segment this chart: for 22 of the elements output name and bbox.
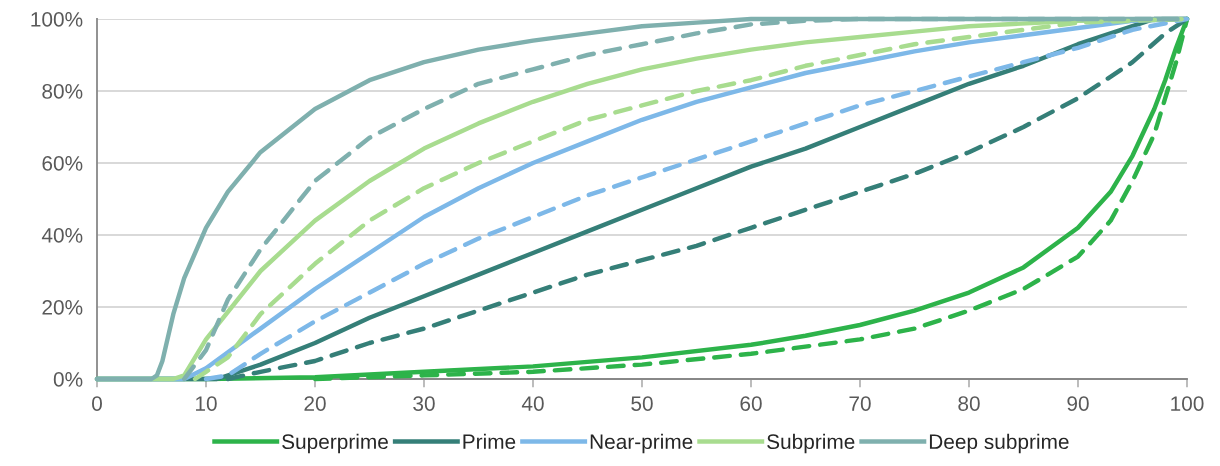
y-tick-label: 0% [53,372,83,387]
y-tick-label: 20% [42,300,83,315]
legend-label: Prime [463,433,516,450]
x-tick-label: 0 [92,396,102,411]
y-tick-label: 60% [42,156,83,171]
legend-label: Subprime [767,433,855,454]
x-tick-label: 20 [304,396,326,411]
x-tick-label: 40 [521,396,544,411]
x-tick-label: 30 [413,396,435,411]
y-tick-label: 40% [41,228,83,243]
x-tick-label: 60 [740,396,762,411]
x-tick-label: 10 [196,396,217,411]
legend-label: Near-prime [590,433,693,454]
legend-label: Deep subprime [929,433,1069,454]
x-tick-label: 50 [631,396,653,411]
x-tick-label: 100 [1171,396,1204,411]
x-tick-label: 90 [1067,396,1089,411]
x-tick-label: 80 [958,396,980,411]
y-tick-label: 80% [42,84,83,99]
y-tick-label: 100% [31,12,83,27]
legend-label: Superprime [282,433,388,454]
x-tick-label: 70 [849,396,871,411]
